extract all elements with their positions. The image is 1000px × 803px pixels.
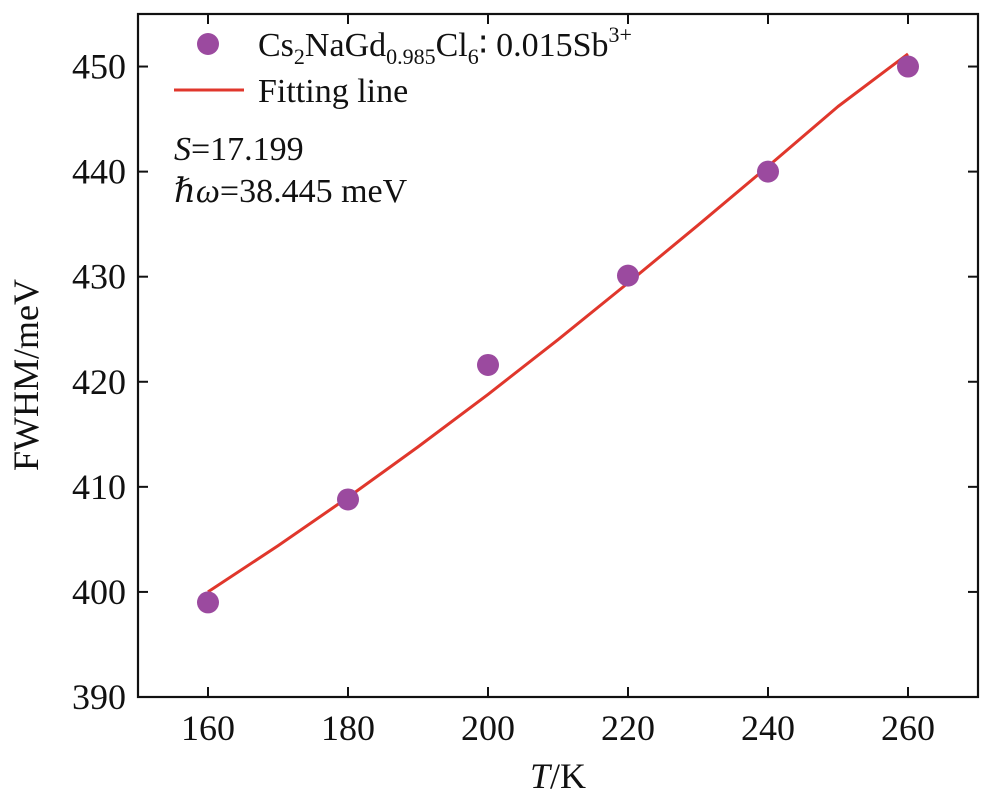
- legend-scatter-marker: [197, 33, 219, 55]
- x-tick-label: 180: [321, 708, 375, 748]
- y-tick-label: 390: [72, 677, 126, 717]
- y-tick-label: 450: [72, 47, 126, 87]
- x-tick-label: 200: [461, 708, 515, 748]
- y-tick-label: 440: [72, 152, 126, 192]
- y-tick-label: 410: [72, 467, 126, 507]
- ticks-layer: 160 180 200 220 240 260 390 400 410 420 430 440 450: [72, 14, 978, 748]
- fit-line-layer: [207, 52, 909, 594]
- legend-line-label: Fitting line: [258, 73, 408, 110]
- y-tick-label: 430: [72, 257, 126, 297]
- fitting-line: [207, 52, 909, 594]
- x-tick-label: 160: [181, 708, 235, 748]
- huang-rhys-factor: S=17.199: [174, 131, 304, 168]
- y-tick-label: 400: [72, 572, 126, 612]
- scatter-points-layer: [197, 55, 919, 614]
- y-axis-title: FWHM/meV: [6, 279, 46, 471]
- data-point: [337, 488, 359, 511]
- legend: Cs2NaGd0.985Cl6∶ 0.015Sb3+ Fitting line: [174, 22, 632, 110]
- y-tick-label: 420: [72, 362, 126, 402]
- x-axis-title: T/K: [530, 756, 586, 796]
- x-tick-label: 240: [741, 708, 795, 748]
- phonon-energy: ℏω=38.445 meV: [174, 173, 408, 210]
- data-point: [477, 353, 499, 376]
- data-point: [197, 591, 219, 614]
- data-point: [757, 160, 779, 183]
- x-tick-label: 260: [881, 708, 935, 748]
- legend-scatter-label: Cs2NaGd0.985Cl6∶ 0.015Sb3+: [258, 22, 632, 69]
- fit-parameters: S=17.199 ℏω=38.445 meV: [174, 131, 408, 210]
- data-point: [897, 55, 919, 78]
- plot-frame: [136, 12, 980, 699]
- x-tick-label: 220: [601, 708, 655, 748]
- data-point: [617, 264, 639, 287]
